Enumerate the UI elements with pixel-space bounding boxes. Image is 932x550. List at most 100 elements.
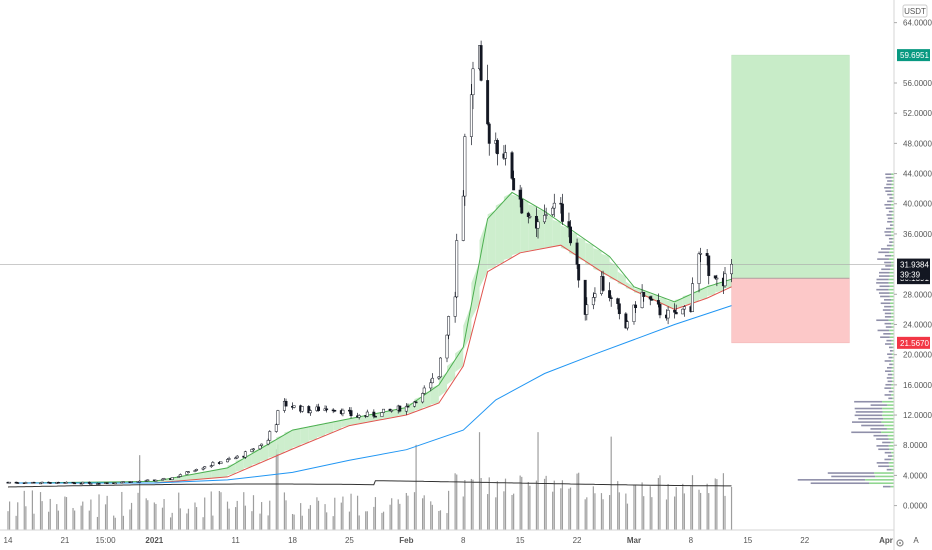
volume-bar <box>293 514 295 530</box>
price-tick-label: 16.0000 <box>903 381 932 390</box>
profile-bar <box>870 428 887 430</box>
candle-body <box>715 277 719 280</box>
profile-bar <box>892 237 894 240</box>
ribbon-segment <box>349 417 358 425</box>
currency-badge[interactable]: USDT <box>904 7 926 16</box>
profile-bar <box>888 210 893 213</box>
volume-bar <box>464 480 466 530</box>
volume-bar <box>366 511 368 530</box>
candle-body <box>577 264 581 281</box>
profile-bar <box>891 254 894 257</box>
candle-body <box>276 410 280 425</box>
time-axis[interactable]: 14 21 15:00 2021 11 18 25 Feb 8 15 22 Mar 8 15 22 Apr <box>0 529 894 545</box>
candle-body <box>227 458 231 460</box>
profile-bar <box>885 173 892 176</box>
profile-bar <box>885 176 892 179</box>
volume-bar <box>462 496 464 530</box>
profile-bar <box>886 377 892 379</box>
ribbon-segment <box>479 218 488 288</box>
price-axis[interactable]: 0.0000 4.0000 8.0000 12.0000 16.0000 20.0000 2… <box>893 0 932 550</box>
price-tick-label: 8.0000 <box>903 441 928 450</box>
loss-zone <box>731 277 850 344</box>
candle-body <box>185 471 189 475</box>
volume-bar <box>535 480 538 530</box>
profile-bar <box>890 299 894 301</box>
profile-bar <box>877 258 889 260</box>
candle-body <box>32 481 36 484</box>
countdown-tag <box>897 269 930 280</box>
volume-bar <box>690 485 692 530</box>
price-tag <box>897 258 930 271</box>
volume-bar <box>65 497 68 530</box>
volume-bar <box>651 497 653 530</box>
candle-body <box>445 334 449 359</box>
candle-body <box>234 457 238 460</box>
profile-bar <box>882 309 891 311</box>
candle-body <box>195 469 199 471</box>
profile-bar <box>884 394 892 396</box>
candle-body <box>674 312 678 315</box>
ribbon-segment <box>316 423 326 438</box>
candle-body <box>404 405 408 412</box>
ribbon-segment <box>219 467 228 478</box>
candle-body <box>260 443 264 446</box>
candle-body <box>520 199 524 214</box>
candle-body <box>284 400 288 407</box>
profile-bar <box>890 309 894 311</box>
profile-bar <box>891 312 894 315</box>
profile-bar <box>892 356 894 359</box>
volume-bar <box>202 517 204 530</box>
candle-body <box>447 316 451 336</box>
currency-badge-group[interactable]: USDT <box>902 4 928 18</box>
profile-bar <box>831 475 876 478</box>
volume-bar <box>236 500 238 530</box>
profile-bar <box>891 265 894 267</box>
candle-body <box>243 451 247 458</box>
ribbon-segment <box>406 401 415 414</box>
volume-bar <box>698 489 700 530</box>
time-tick-label: 22 <box>573 536 582 545</box>
volume-bar <box>17 502 19 530</box>
candle-body <box>414 401 418 404</box>
volume-bar <box>139 455 141 530</box>
volume-bar <box>682 483 684 530</box>
profile-bar <box>888 390 893 393</box>
log-scale-toggle[interactable]: A <box>913 536 919 545</box>
ribbon-segment <box>512 194 521 256</box>
volume-bar <box>178 492 180 530</box>
profile-bar <box>870 404 887 406</box>
volume-bar <box>261 502 263 530</box>
volume-bar <box>521 476 523 530</box>
ribbon-segment <box>658 297 667 306</box>
profile-bar <box>891 394 894 396</box>
volume-bar <box>356 495 359 530</box>
volume-bar <box>187 508 190 530</box>
position-tool[interactable] <box>0 54 894 344</box>
profile-bar <box>888 462 894 464</box>
volume-bar <box>641 482 643 530</box>
profile-bar <box>891 176 894 179</box>
ribbon-segment <box>715 281 724 293</box>
candle-body <box>697 253 701 284</box>
candle-body <box>453 296 457 317</box>
candle-body <box>526 212 530 217</box>
gear-icon[interactable] <box>896 539 904 547</box>
volume-bar <box>730 486 733 530</box>
candle-body <box>634 304 638 309</box>
candle-body <box>226 459 229 463</box>
ribbon-segment <box>373 412 382 421</box>
profile-bar <box>889 275 894 277</box>
profile-bar <box>886 366 892 369</box>
candle-body <box>422 387 426 394</box>
profile-bar <box>885 207 892 209</box>
price-tick-label: 44.0000 <box>903 170 932 179</box>
volume-bar <box>277 444 279 530</box>
candle-body <box>658 304 662 316</box>
profile-bar <box>890 268 894 271</box>
profile-bar <box>881 248 891 250</box>
candle-body <box>455 240 459 298</box>
profile-bar <box>891 214 894 216</box>
volume-bar <box>317 500 320 530</box>
profile-bar <box>880 295 890 298</box>
